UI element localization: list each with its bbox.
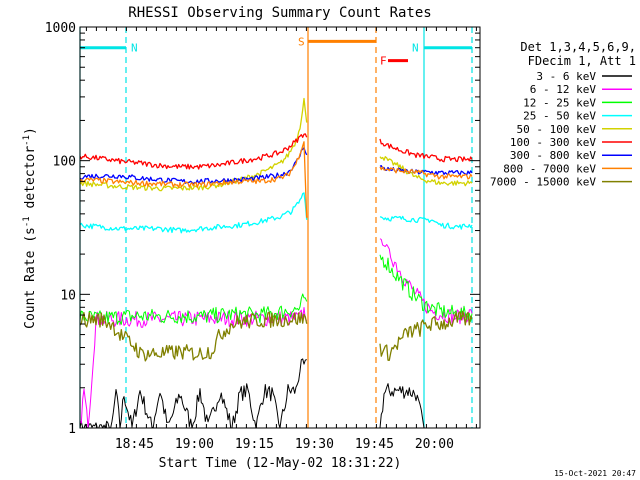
y-tick-label-1: 10 [60,288,76,303]
legend-entry-8: 7000 - 15000 keV [490,176,596,189]
legend-entry-6: 300 - 800 keV [510,149,596,162]
plot-area: N N S F [79,27,473,429]
legend-header-line2: FDecim 1, Att 1 [528,54,636,68]
series-line-7 [79,141,473,218]
legend-entry-5: 100 - 300 keV [510,136,596,149]
legend-entry-7: 800 - 7000 keV [503,162,596,175]
generation-timestamp: 15-Oct-2021 20:47 [554,469,636,478]
plot-frame [79,26,481,429]
chart-title: RHESSI Observing Summary Count Rates [128,5,431,21]
legend-entry-2: 12 - 25 keV [523,96,596,109]
series-line-8 [79,310,473,362]
series-line-0 [79,358,425,429]
y-axis-label-part3: ) [23,127,38,135]
y-tick-label-2: 100 [53,155,76,170]
y-tick-label-3: 1000 [45,21,76,36]
series-line-3 [79,192,473,234]
flag-label-1: N [412,42,419,55]
series-line-2 [79,254,473,325]
legend-header-line1: Det 1,3,4,5,6,9, [520,40,636,54]
x-tick-label-1: 19:00 [175,437,214,452]
flag-label-3: F [380,55,387,68]
legend-entry-3: 25 - 50 keV [523,110,596,123]
y-axis-label: Count Rate (s-1 detector-1) [22,127,38,329]
x-tick-label-4: 19:45 [355,437,394,452]
flag-label-0: N [131,42,138,55]
x-tick-label-2: 19:15 [235,437,274,452]
legend-entry-1: 6 - 12 keV [530,83,597,96]
legend-entry-0: 3 - 6 keV [536,70,596,83]
y-axis-label-sup2: -1 [22,135,32,146]
legend-entry-4: 50 - 100 keV [517,123,597,136]
x-axis-label: Start Time (12-May-02 18:31:22) [159,456,402,471]
x-tick-label-0: 18:45 [115,437,154,452]
y-axis-label-part2: detector [23,146,38,217]
x-tick-label-5: 20:00 [415,437,454,452]
series-line-5 [79,133,473,170]
flag-label-2: S [298,35,305,48]
y-axis-ticks: 1 10 100 1000 [45,21,480,437]
x-tick-label-3: 19:30 [295,437,334,452]
y-axis-label-sup1: -1 [22,216,32,227]
series-line-4 [79,97,473,192]
y-tick-label-0: 1 [68,422,76,437]
x-axis-ticks: 18:45 19:00 19:15 19:30 19:45 20:00 [85,27,477,452]
y-axis-label-part1: Count Rate (s [23,227,38,329]
legend: Det 1,3,4,5,6,9, FDecim 1, Att 1 3 - 6 k… [490,40,636,189]
